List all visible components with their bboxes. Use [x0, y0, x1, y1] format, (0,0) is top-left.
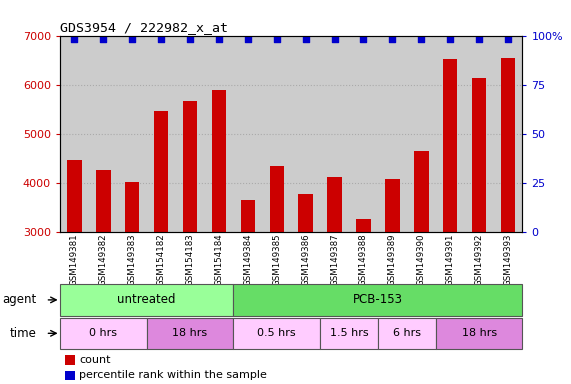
Point: [272, 36, 282, 42]
Bar: [385, 179, 400, 232]
Text: untreated: untreated: [118, 293, 176, 306]
Point: [186, 36, 195, 42]
Bar: [270, 166, 284, 232]
Point: [330, 36, 339, 42]
Text: 6 hrs: 6 hrs: [393, 328, 421, 338]
Bar: [96, 170, 111, 232]
Bar: [60, 318, 147, 349]
Point: [156, 36, 166, 42]
Bar: [443, 58, 457, 232]
Bar: [299, 194, 313, 232]
Bar: [320, 318, 378, 349]
Bar: [65, 371, 75, 380]
Bar: [436, 318, 522, 349]
Text: 1.5 hrs: 1.5 hrs: [329, 328, 368, 338]
Point: [417, 36, 426, 42]
Point: [388, 36, 397, 42]
Point: [445, 36, 455, 42]
Point: [359, 36, 368, 42]
Bar: [212, 90, 226, 232]
Bar: [60, 284, 234, 316]
Bar: [501, 58, 515, 232]
Text: 0 hrs: 0 hrs: [89, 328, 117, 338]
Text: time: time: [10, 327, 37, 340]
Bar: [67, 160, 82, 232]
Text: 18 hrs: 18 hrs: [461, 328, 497, 338]
Point: [301, 36, 310, 42]
Point: [70, 36, 79, 42]
Point: [475, 36, 484, 42]
Bar: [414, 151, 428, 232]
Text: count: count: [79, 355, 111, 365]
Bar: [125, 182, 139, 232]
Bar: [65, 355, 75, 365]
Bar: [327, 177, 342, 232]
Bar: [378, 318, 436, 349]
Text: agent: agent: [3, 293, 37, 306]
Bar: [240, 200, 255, 232]
Point: [99, 36, 108, 42]
Text: 0.5 hrs: 0.5 hrs: [258, 328, 296, 338]
Bar: [147, 318, 234, 349]
Point: [214, 36, 223, 42]
Text: percentile rank within the sample: percentile rank within the sample: [79, 371, 267, 381]
Bar: [472, 78, 486, 232]
Bar: [234, 284, 522, 316]
Bar: [234, 318, 320, 349]
Point: [128, 36, 137, 42]
Text: PCB-153: PCB-153: [353, 293, 403, 306]
Point: [504, 36, 513, 42]
Bar: [356, 218, 371, 232]
Bar: [154, 111, 168, 232]
Text: 18 hrs: 18 hrs: [172, 328, 208, 338]
Bar: [183, 101, 197, 232]
Point: [243, 36, 252, 42]
Text: GDS3954 / 222982_x_at: GDS3954 / 222982_x_at: [60, 21, 228, 34]
